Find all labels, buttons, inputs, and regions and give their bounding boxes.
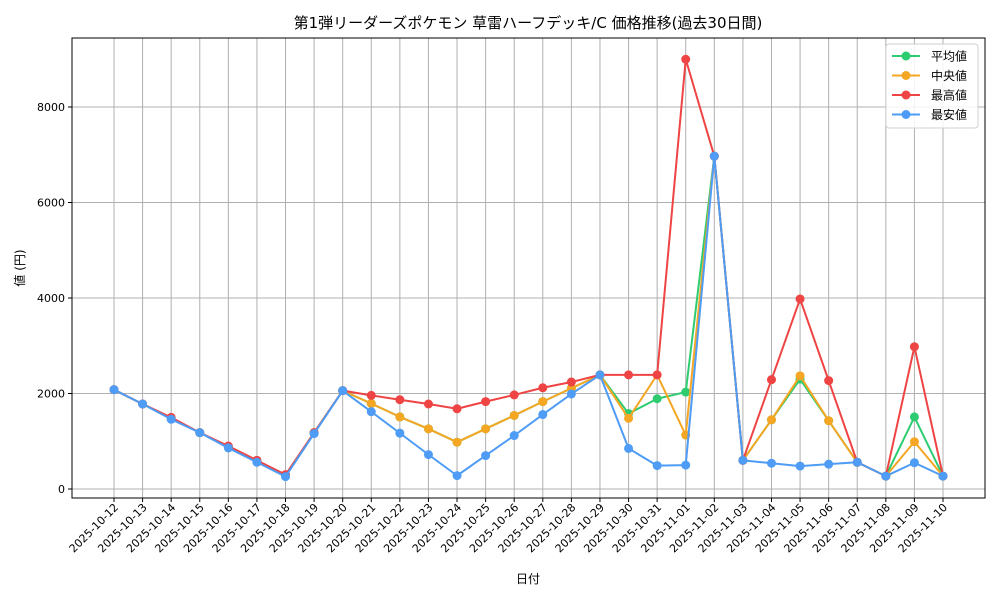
data-point bbox=[109, 385, 119, 395]
series-line bbox=[109, 151, 948, 481]
data-point bbox=[681, 387, 691, 397]
data-point bbox=[338, 386, 348, 396]
data-point bbox=[366, 399, 376, 409]
data-point bbox=[766, 458, 776, 468]
data-point bbox=[909, 437, 919, 447]
data-point bbox=[595, 370, 605, 380]
data-point bbox=[366, 407, 376, 417]
legend-marker-icon bbox=[901, 110, 911, 119]
y-tick-label: 6000 bbox=[37, 197, 65, 210]
data-point bbox=[824, 376, 834, 386]
data-point bbox=[566, 377, 576, 387]
data-point bbox=[795, 371, 805, 381]
data-point bbox=[652, 394, 662, 404]
y-tick-label: 0 bbox=[58, 483, 65, 496]
series-line bbox=[109, 54, 948, 481]
data-point bbox=[909, 412, 919, 422]
data-point bbox=[738, 455, 748, 465]
legend-label: 最高値 bbox=[931, 88, 967, 103]
data-point bbox=[652, 370, 662, 380]
legend-label: 最安値 bbox=[931, 107, 967, 122]
data-point bbox=[423, 424, 433, 434]
data-point bbox=[624, 370, 634, 380]
series-line bbox=[109, 151, 948, 481]
legend-marker-icon bbox=[901, 51, 911, 61]
data-point bbox=[395, 428, 405, 438]
legend-item: 最高値 bbox=[892, 88, 967, 103]
data-point bbox=[795, 294, 805, 304]
data-point bbox=[509, 390, 519, 400]
data-point bbox=[509, 431, 519, 441]
data-point bbox=[938, 471, 948, 481]
legend-marker-icon bbox=[901, 71, 911, 80]
y-tick-label: 8000 bbox=[37, 101, 65, 114]
data-point bbox=[852, 457, 862, 467]
series-line bbox=[109, 151, 948, 482]
data-point bbox=[766, 415, 776, 425]
plot-frame bbox=[71, 37, 986, 499]
y-tick-label: 2000 bbox=[37, 388, 65, 401]
data-point bbox=[395, 412, 405, 422]
data-point bbox=[538, 410, 548, 420]
x-axis-ticks: 2025-10-122025-10-132025-10-142025-10-15… bbox=[67, 498, 950, 555]
data-point bbox=[681, 460, 691, 470]
data-point bbox=[366, 390, 376, 400]
data-point bbox=[538, 397, 548, 407]
data-point bbox=[452, 471, 462, 481]
data-point bbox=[709, 151, 719, 161]
legend-marker-icon bbox=[901, 90, 911, 100]
legend-label: 中央値 bbox=[931, 68, 967, 83]
data-point bbox=[166, 414, 176, 424]
data-point bbox=[624, 413, 634, 423]
y-axis-ticks: 0 2000 4000 6000 8000 bbox=[37, 101, 72, 496]
legend-item: 中央値 bbox=[892, 68, 967, 83]
data-point bbox=[824, 459, 834, 469]
data-point bbox=[481, 424, 491, 434]
legend-label: 平均値 bbox=[931, 49, 967, 64]
data-series bbox=[109, 54, 948, 482]
legend-box bbox=[885, 43, 979, 129]
data-point bbox=[423, 399, 433, 409]
data-point bbox=[195, 428, 205, 438]
data-point bbox=[538, 383, 548, 393]
data-point bbox=[909, 458, 919, 468]
data-point bbox=[795, 461, 805, 471]
chart-title: 第1弾リーダーズポケモン 草雷ハーフデッキ/C 価格推移(過去30日間) bbox=[294, 14, 763, 32]
data-point bbox=[481, 451, 491, 461]
legend-item: 最安値 bbox=[892, 107, 967, 122]
data-point bbox=[681, 54, 691, 64]
data-point bbox=[223, 443, 233, 453]
y-tick-label: 4000 bbox=[37, 292, 65, 305]
data-point bbox=[481, 397, 491, 407]
data-point bbox=[509, 410, 519, 420]
data-point bbox=[423, 450, 433, 460]
data-point bbox=[881, 471, 891, 481]
data-point bbox=[252, 457, 262, 467]
data-point bbox=[395, 395, 405, 405]
data-point bbox=[624, 443, 634, 453]
data-point bbox=[909, 342, 919, 352]
x-axis-label: 日付 bbox=[516, 572, 540, 586]
data-point bbox=[138, 399, 148, 409]
y-axis-label: 値 (円) bbox=[12, 249, 27, 286]
legend-item: 平均値 bbox=[892, 49, 967, 64]
data-point bbox=[309, 429, 319, 439]
data-point bbox=[281, 472, 291, 482]
data-point bbox=[652, 461, 662, 471]
data-point bbox=[566, 389, 576, 399]
data-point bbox=[452, 404, 462, 414]
grid-lines bbox=[72, 38, 985, 498]
data-point bbox=[452, 437, 462, 447]
data-point bbox=[824, 416, 834, 426]
data-point bbox=[766, 375, 776, 385]
